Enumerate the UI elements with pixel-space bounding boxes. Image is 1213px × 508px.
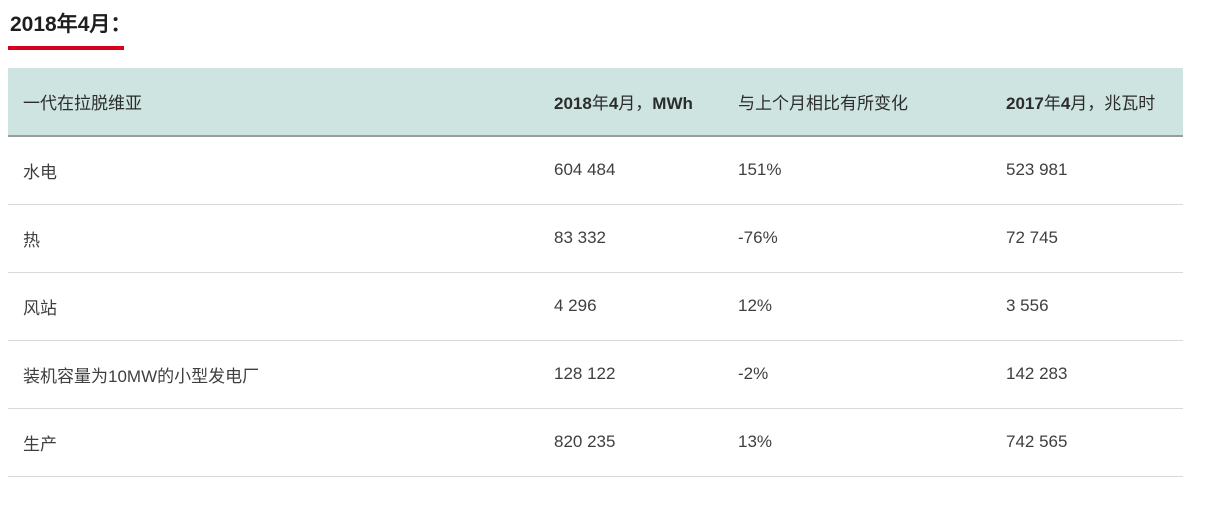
header-part: 4 — [1060, 94, 1071, 113]
row-label: 风站 — [8, 272, 539, 341]
generation-table: 一代在拉脱维亚 2018年4月，MWh 与上个月相比有所变化 2017年4月，兆… — [8, 68, 1183, 477]
value-2018: 128 122 — [539, 340, 723, 409]
value-2017: 3 556 — [991, 272, 1183, 341]
table-row-production-total: 生产 820 235 13% 742 565 — [8, 408, 1183, 477]
row-label: 装机容量为10MW的小型发电厂 — [8, 340, 539, 409]
value-2017: 523 981 — [991, 136, 1183, 205]
value-2017: 72 745 — [991, 204, 1183, 273]
col-header-change-vs-prev-month: 与上个月相比有所变化 — [723, 68, 991, 137]
value-change: 13% — [723, 408, 991, 477]
page-title: 2018年4月： — [10, 13, 132, 36]
value-2018: 604 484 — [539, 136, 723, 205]
title-underline — [8, 46, 124, 50]
header-part: 年 — [1043, 94, 1061, 113]
value-2017: 742 565 — [991, 408, 1183, 477]
value-change: 151% — [723, 136, 991, 205]
value-change: 12% — [723, 272, 991, 341]
col-header-2018-mwh: 2018年4月，MWh — [539, 68, 723, 137]
header-part: 4 — [608, 94, 619, 113]
value-2018: 820 235 — [539, 408, 723, 477]
header-part: 月， — [618, 94, 653, 113]
row-label: 热 — [8, 204, 539, 273]
table-row-small-plants: 装机容量为10MW的小型发电厂 128 122 -2% 142 283 — [8, 340, 1183, 409]
header-part: 2017 — [1006, 94, 1044, 113]
header-part: 月，兆瓦时 — [1070, 94, 1156, 113]
value-2017: 142 283 — [991, 340, 1183, 409]
table-row-wind: 风站 4 296 12% 3 556 — [8, 272, 1183, 341]
table-row-hydro: 水电 604 484 151% 523 981 — [8, 136, 1183, 205]
value-change: -76% — [723, 204, 991, 273]
row-label: 生产 — [8, 408, 539, 477]
header-part: 2018 — [554, 94, 592, 113]
header-part: MWh — [652, 94, 693, 113]
header-part: 年 — [591, 94, 609, 113]
value-change: -2% — [723, 340, 991, 409]
row-label: 水电 — [8, 136, 539, 205]
value-2018: 83 332 — [539, 204, 723, 273]
table-row-thermal: 热 83 332 -76% 72 745 — [8, 204, 1183, 273]
table-header-row: 一代在拉脱维亚 2018年4月，MWh 与上个月相比有所变化 2017年4月，兆… — [8, 68, 1183, 137]
col-header-2017-mwh: 2017年4月，兆瓦时 — [991, 68, 1183, 137]
col-header-generation-in-latvia: 一代在拉脱维亚 — [8, 68, 539, 137]
value-2018: 4 296 — [539, 272, 723, 341]
